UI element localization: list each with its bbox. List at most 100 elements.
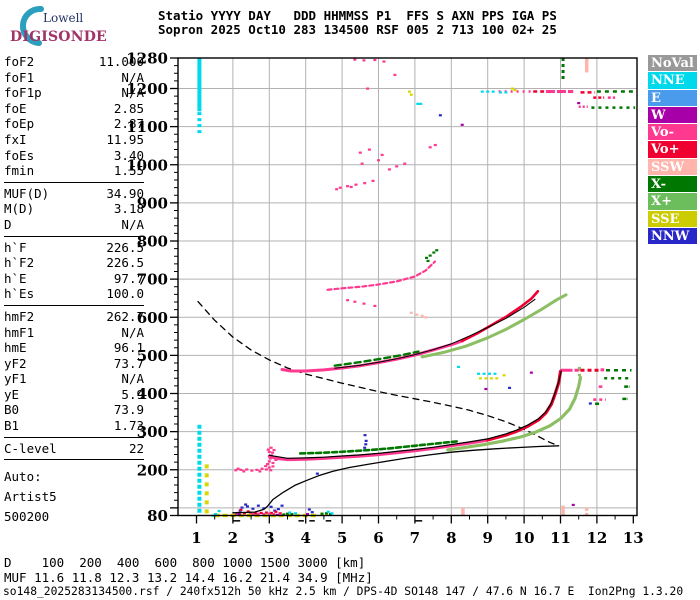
speck-right-yellow bbox=[478, 377, 482, 380]
param-row-fxi: fxI 11.95 bbox=[4, 132, 144, 148]
param-value: 11.95 bbox=[106, 131, 144, 147]
param-value: N/A bbox=[121, 371, 144, 387]
param-row-foe: foE 2.85 bbox=[4, 101, 144, 117]
trace-hop2-x-light bbox=[420, 293, 568, 359]
speck-es-blue bbox=[364, 443, 368, 446]
speck-right-cyan bbox=[457, 365, 461, 369]
speck-band-cyan bbox=[498, 91, 502, 94]
speck-f-leading-spread bbox=[271, 461, 275, 465]
param-row-clevel: C-level 22 bbox=[4, 441, 144, 457]
speck-mid-salmon bbox=[415, 313, 419, 316]
param-label: B0 bbox=[4, 402, 20, 418]
legend-item-noval: NoVal bbox=[648, 55, 697, 73]
speck-mid-salmon bbox=[409, 311, 413, 314]
param-label: yF2 bbox=[4, 355, 27, 371]
y-tick-label: 300 bbox=[137, 423, 168, 441]
param-label: fxI bbox=[4, 131, 27, 147]
param-label: foF2 bbox=[4, 54, 35, 69]
param-row-hmf1: hmF1 N/A bbox=[4, 325, 144, 341]
panel-divider bbox=[4, 459, 144, 461]
y-tick-label: 400 bbox=[137, 385, 168, 403]
speck-right-yellow bbox=[495, 377, 499, 380]
speck-band-cyan bbox=[480, 90, 484, 93]
param-row-b0: B0 73.9 bbox=[4, 402, 144, 418]
auto-line: Artist5 bbox=[4, 489, 57, 505]
param-value: N/A bbox=[121, 324, 144, 340]
speck-mid-pink-spread bbox=[371, 179, 375, 182]
param-label: foE bbox=[4, 100, 27, 116]
status-line: so148_2025283134500.rsf / 240fx512h 50 k… bbox=[3, 585, 684, 598]
speck-right-yellow bbox=[484, 377, 488, 380]
speck-spread-200km bbox=[271, 465, 275, 468]
speck-band-yellow bbox=[409, 93, 413, 96]
speck-band-yellow bbox=[510, 87, 514, 90]
speck-es-cyan bbox=[288, 511, 292, 514]
param-value: 3.40 bbox=[113, 147, 144, 163]
y-tick-label: 80 bbox=[147, 507, 168, 525]
speck-hop3-green bbox=[428, 254, 432, 257]
speck-es-blue bbox=[363, 446, 367, 449]
speck-mid-pink-spread bbox=[353, 300, 357, 303]
speck-spread-200km bbox=[250, 469, 254, 472]
speck-f-leading-spread bbox=[274, 458, 278, 462]
x-tick-label: 5 bbox=[337, 529, 347, 547]
speck-right-magenta bbox=[484, 387, 488, 391]
param-row-hf2: h`F2 226.5 bbox=[4, 255, 144, 271]
param-label: MUF(D) bbox=[4, 185, 50, 201]
speck-mid-pink-spread bbox=[346, 299, 350, 302]
param-row-foes: foEs 3.40 bbox=[4, 148, 144, 164]
speck-es-pink bbox=[235, 512, 239, 516]
param-row-hes: h`Es 100.0 bbox=[4, 286, 144, 302]
speck-f-leading-spread bbox=[265, 463, 269, 466]
panel-divider bbox=[4, 235, 144, 237]
digisonde-logo: Lowell DIGISONDE bbox=[10, 5, 107, 46]
param-value: 1.55 bbox=[113, 163, 144, 179]
legend-item-nne: NNE bbox=[648, 72, 697, 90]
speck-right-cyan bbox=[482, 372, 486, 375]
speck-f-leading-spread bbox=[267, 450, 271, 454]
x-tick-label: 11 bbox=[550, 529, 571, 547]
speck-spread-200km bbox=[267, 466, 271, 469]
trace-f-trace-o-pink bbox=[267, 438, 490, 462]
speck-right-magenta bbox=[571, 503, 575, 507]
speck-es-blue bbox=[364, 439, 368, 442]
speck-hop3-green bbox=[426, 259, 430, 263]
param-label: foEp bbox=[4, 116, 35, 132]
param-row-he: h`E 97.7 bbox=[4, 271, 144, 287]
param-row-hmf2: hmF2 262.7 bbox=[4, 309, 144, 325]
trace-hop2-fitted bbox=[334, 298, 536, 369]
legend-item-vo: Vo+ bbox=[648, 141, 697, 159]
speck-band-yellow bbox=[513, 89, 517, 92]
param-label: hmF1 bbox=[4, 324, 35, 340]
legend-item-e: E bbox=[648, 89, 697, 107]
param-label: foF1p bbox=[4, 85, 42, 101]
speck-es-blue bbox=[363, 434, 367, 437]
speck-right-magenta bbox=[460, 123, 464, 126]
param-value: 100.0 bbox=[106, 286, 144, 302]
y-tick-label: 700 bbox=[137, 271, 168, 289]
speck-es-red bbox=[264, 511, 268, 514]
muf-value-row: MUF 11.6 11.8 12.3 13.2 14.4 16.2 21.4 3… bbox=[4, 569, 373, 585]
speck-es-magenta bbox=[237, 513, 241, 516]
speck-spread-200km bbox=[239, 468, 243, 471]
speck-band-cyan bbox=[419, 102, 423, 105]
speck-hop3-green bbox=[425, 256, 429, 259]
param-label: M(D) bbox=[4, 201, 35, 217]
speck-es-blue bbox=[280, 504, 284, 507]
trace-hop2-o-red bbox=[460, 289, 540, 343]
param-value: 2.87 bbox=[113, 116, 144, 132]
d-distance-row: D 100 200 400 600 800 1000 1500 3000 [km… bbox=[4, 555, 366, 570]
speck-mid-pink-spread bbox=[403, 162, 407, 165]
x-tick-label: 12 bbox=[586, 529, 607, 547]
param-row-foep: foEp 2.87 bbox=[4, 116, 144, 132]
speck-es-green bbox=[286, 512, 289, 515]
x-tick-label: 9 bbox=[482, 529, 492, 547]
param-row-hme: hmE 96.1 bbox=[4, 340, 144, 356]
speck-mid-pink-spread bbox=[349, 185, 353, 189]
speck-f-leading-spread bbox=[266, 448, 270, 451]
speck-band-cyan bbox=[416, 102, 420, 105]
speck-hop3-green bbox=[435, 249, 439, 252]
speck-es-cyan bbox=[294, 512, 298, 515]
speck-mid-pink-spread bbox=[373, 304, 377, 308]
